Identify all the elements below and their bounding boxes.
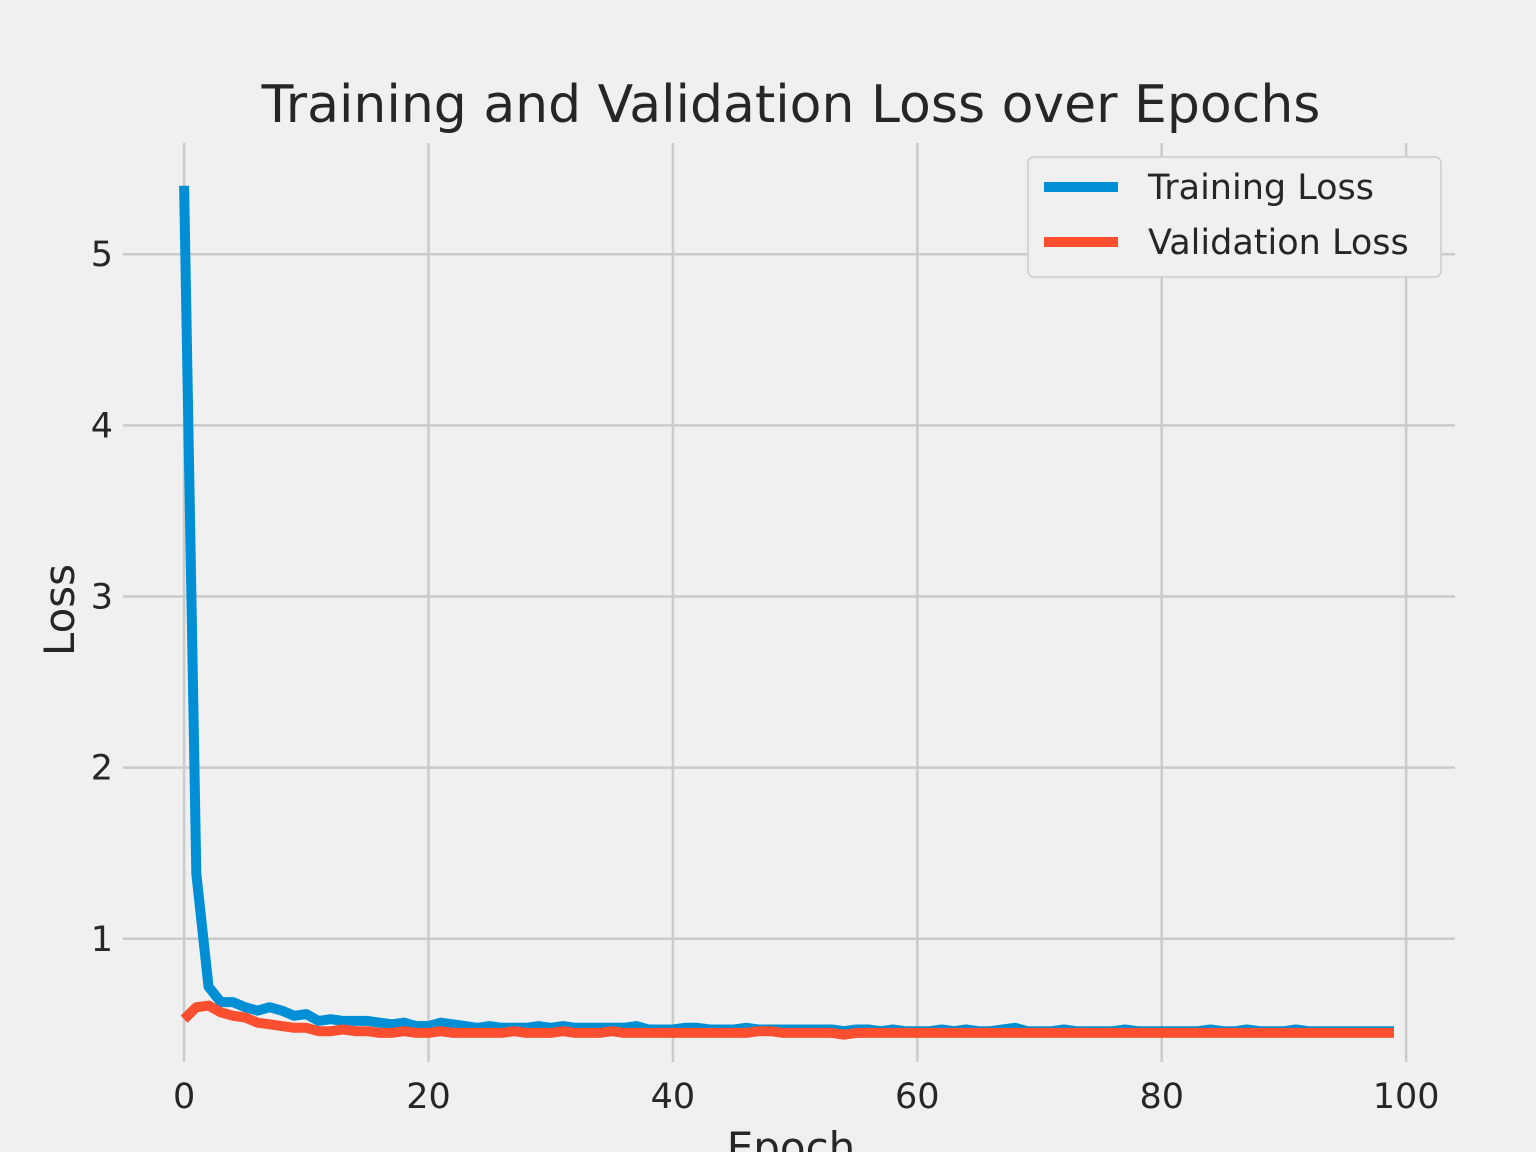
- legend-label-validation: Validation Loss: [1148, 223, 1409, 263]
- y-tick-label: 2: [91, 749, 113, 789]
- x-tick-label: 100: [1373, 1077, 1440, 1117]
- x-tick-label: 40: [651, 1077, 696, 1117]
- chart-title: Training and Validation Loss over Epochs: [261, 75, 1321, 135]
- legend-frame: [1027, 156, 1442, 278]
- legend: Training Loss Validation Loss: [1027, 156, 1442, 278]
- x-tick-label: 60: [895, 1077, 940, 1117]
- y-tick-label: 4: [91, 406, 113, 446]
- series-lines: [179, 185, 1394, 1040]
- series-line-validation-loss: [180, 1000, 1394, 1040]
- x-tick-label: 0: [173, 1077, 195, 1117]
- y-tick-label: 5: [91, 235, 113, 275]
- y-tick-label: 1: [91, 920, 113, 960]
- x-axis-ticks: 0 20 40 60 80 100: [173, 1077, 1440, 1117]
- x-axis-label: Epoch: [727, 1123, 856, 1152]
- y-axis-label: Loss: [35, 564, 84, 656]
- y-tick-label: 3: [91, 578, 113, 618]
- x-tick-label: 80: [1139, 1077, 1184, 1117]
- y-axis-ticks: 1 2 3 4 5: [91, 235, 113, 960]
- x-tick-label: 20: [406, 1077, 451, 1117]
- legend-label-training: Training Loss: [1147, 168, 1374, 208]
